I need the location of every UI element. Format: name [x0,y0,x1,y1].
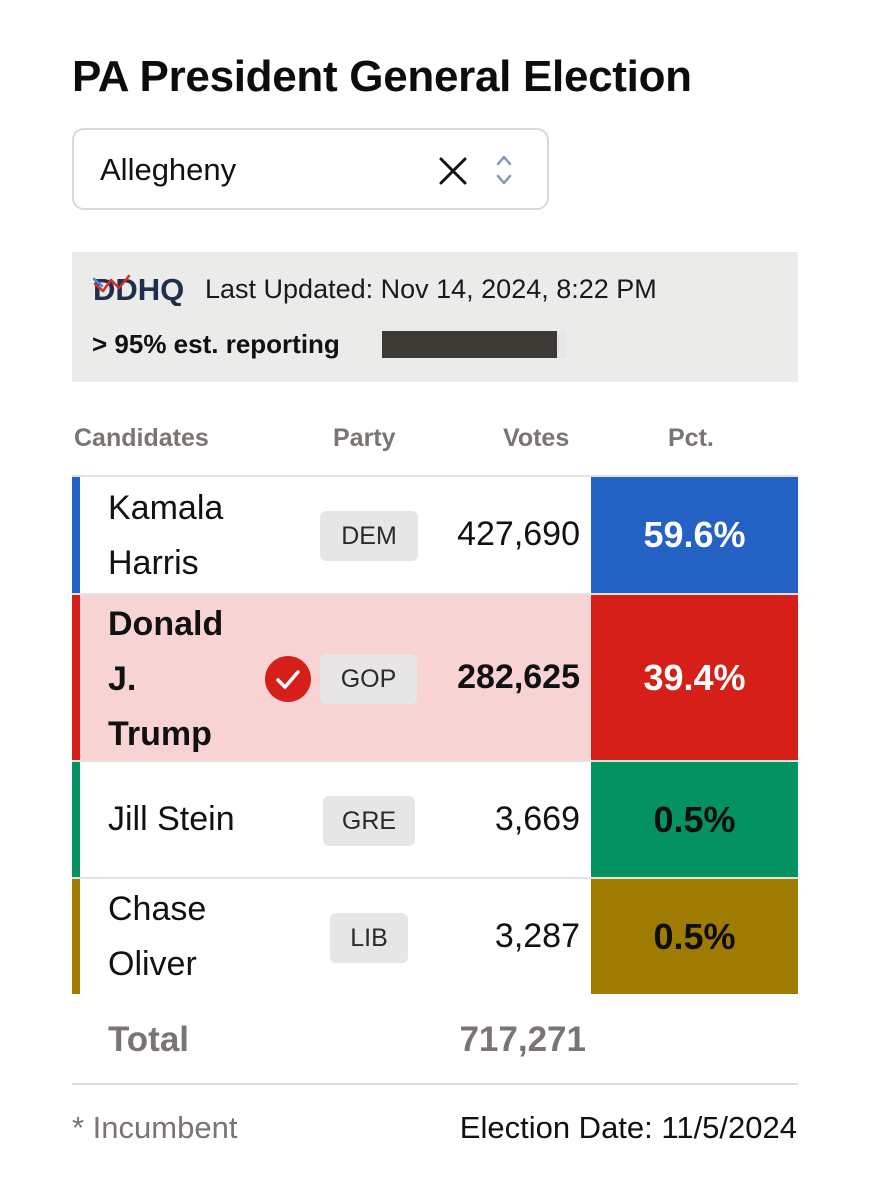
party-badge: LIB [330,913,408,963]
candidate-row: Donald J. Trump GOP 282,625 39.4% [72,593,798,760]
party-badge: GOP [320,654,417,704]
vote-count: 3,669 [494,800,580,838]
candidate-name-line: Harris [108,544,199,582]
candidate-name: Chase Oliver [108,882,206,992]
column-header-pct: Pct. [668,424,714,452]
reporting-progress-fill [382,331,557,358]
candidate-name-line: Kamala [108,489,224,527]
county-select[interactable]: Allegheny [72,128,549,210]
party-badge: GRE [323,796,415,846]
vote-percentage: 0.5% [591,879,798,994]
column-header-party: Party [333,424,396,452]
party-stripe [72,477,80,593]
candidate-row: Chase Oliver LIB 3,287 0.5% [72,877,798,994]
total-label: Total [108,1020,190,1059]
clear-icon[interactable] [436,154,470,188]
vote-percentage: 39.4% [591,595,798,760]
election-date: Election Date: 11/5/2024 [459,1110,797,1145]
vote-count: 282,625 [457,658,580,696]
party-badge: DEM [320,511,418,561]
ddhq-logo-text: DDHQ [93,272,184,306]
footer-divider [72,1083,798,1085]
candidate-name-line: J. [108,660,137,698]
vote-count: 427,690 [457,515,580,553]
ddhq-logo: DDHQ [93,272,184,306]
vote-percentage: 59.6% [591,477,798,593]
candidate-name-line: Trump [108,715,212,753]
candidate-name: Jill Stein [108,792,235,847]
candidate-name-line: Jill Stein [108,800,235,838]
party-stripe [72,762,80,877]
chevron-updown-icon[interactable] [493,150,515,190]
reporting-status: > 95% est. reporting [92,329,340,359]
candidate-name: Kamala Harris [108,481,223,591]
candidate-name-line: Chase [108,890,207,928]
candidate-row: Jill Stein GRE 3,669 0.5% [72,760,798,877]
vote-count: 3,287 [494,917,580,955]
page-title: PA President General Election [72,52,692,101]
candidate-row: Kamala Harris DEM 427,690 59.6% [72,475,798,593]
total-votes: 717,271 [459,1020,586,1059]
last-updated: Last Updated: Nov 14, 2024, 8:22 PM [205,274,657,304]
results-banner [72,252,798,382]
reporting-progress-bar [382,331,566,358]
candidate-name-line: Donald [108,605,224,643]
county-select-value: Allegheny [100,152,237,187]
candidate-name-line: Oliver [108,945,197,983]
vote-percentage: 0.5% [591,762,798,877]
winner-check-icon [265,656,311,702]
party-stripe [72,595,80,760]
column-header-candidates: Candidates [74,424,209,452]
incumbent-note: * Incumbent [72,1110,238,1145]
party-stripe [72,879,80,994]
candidate-name: Donald J. Trump [108,597,223,762]
column-header-votes: Votes [503,424,570,452]
